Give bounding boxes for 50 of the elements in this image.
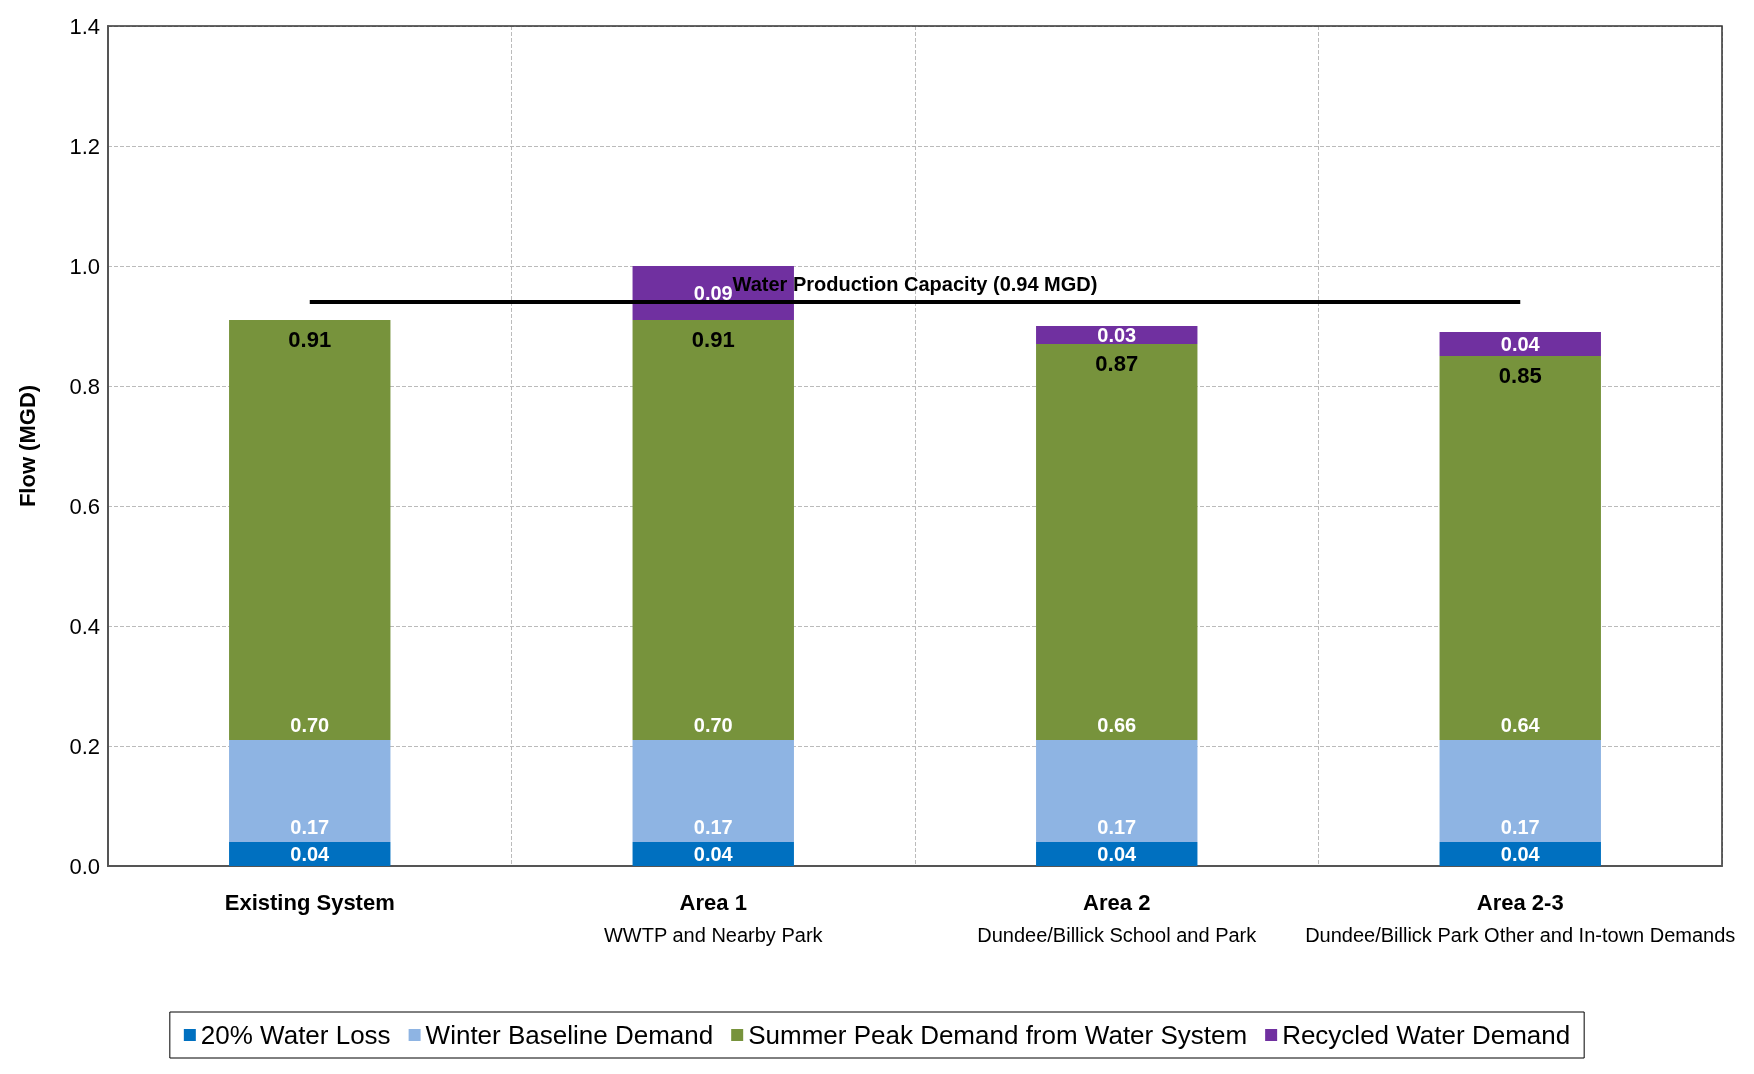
y-axis-title: Flow (MGD) [14, 384, 40, 508]
legend-label: 20% Water Loss [200, 1020, 391, 1050]
data-label: 0.17 [1097, 816, 1137, 838]
legend-label: Winter Baseline Demand [425, 1020, 714, 1050]
legend-label: Recycled Water Demand [1282, 1020, 1571, 1050]
data-label: 0.70 [693, 714, 733, 736]
bar [632, 842, 794, 866]
data-label: 0.17 [290, 816, 330, 838]
y-tick-label: 0.8 [69, 373, 100, 399]
data-label: 0.17 [1500, 816, 1540, 838]
bar [229, 740, 391, 842]
annotation: 0.91 [691, 326, 735, 352]
data-label: 0.66 [1097, 714, 1137, 736]
bar [1036, 344, 1198, 740]
data-label: 0.64 [1500, 714, 1541, 736]
x-tick-label: Area 2 Dundee/Billick School and Park [977, 889, 1258, 946]
bar [632, 740, 794, 842]
data-label: 0.04 [1500, 333, 1541, 355]
data-label: 0.04 [290, 843, 331, 865]
data-label: 0.03 [1097, 324, 1137, 346]
y-tick-label: 0.4 [69, 613, 100, 639]
legend-label: Summer Peak Demand from Water System [748, 1020, 1248, 1050]
data-label: 0.04 [1500, 843, 1541, 865]
data-label: 0.09 [693, 282, 733, 304]
y-tick-label: 1.4 [69, 13, 100, 39]
y-tick-label: 0.6 [69, 493, 100, 519]
data-label: 0.04 [1097, 843, 1138, 865]
bar [1036, 842, 1198, 866]
annotation: 0.85 [1498, 362, 1542, 388]
annotation: 0.91 [288, 326, 332, 352]
bar [632, 320, 794, 740]
y-tick-label: 1.0 [69, 253, 100, 279]
bar [1439, 740, 1601, 842]
bar [1036, 740, 1198, 842]
x-tick-label: Area 2-3 Dundee/Billick Park Other and In-town Demands [1305, 889, 1736, 946]
data-label: 0.17 [693, 816, 733, 838]
data-label: 0.70 [290, 714, 330, 736]
x-tick-label: Existing System [224, 889, 395, 915]
y-tick-label: 0.2 [69, 733, 100, 759]
bar [229, 842, 391, 866]
ref-line-label: Water Production Capacity (0.94 MGD) [732, 273, 1098, 295]
annotation: 0.87 [1095, 350, 1139, 376]
bar [229, 320, 391, 740]
bar [1439, 356, 1601, 740]
x-tick-label: Area 1 WWTP and Nearby Park [603, 889, 824, 946]
bar [1439, 332, 1601, 356]
bar [1439, 842, 1601, 866]
y-tick-label: 0.0 [69, 853, 100, 879]
y-tick-label: 1.2 [69, 133, 100, 159]
data-label: 0.04 [693, 843, 734, 865]
